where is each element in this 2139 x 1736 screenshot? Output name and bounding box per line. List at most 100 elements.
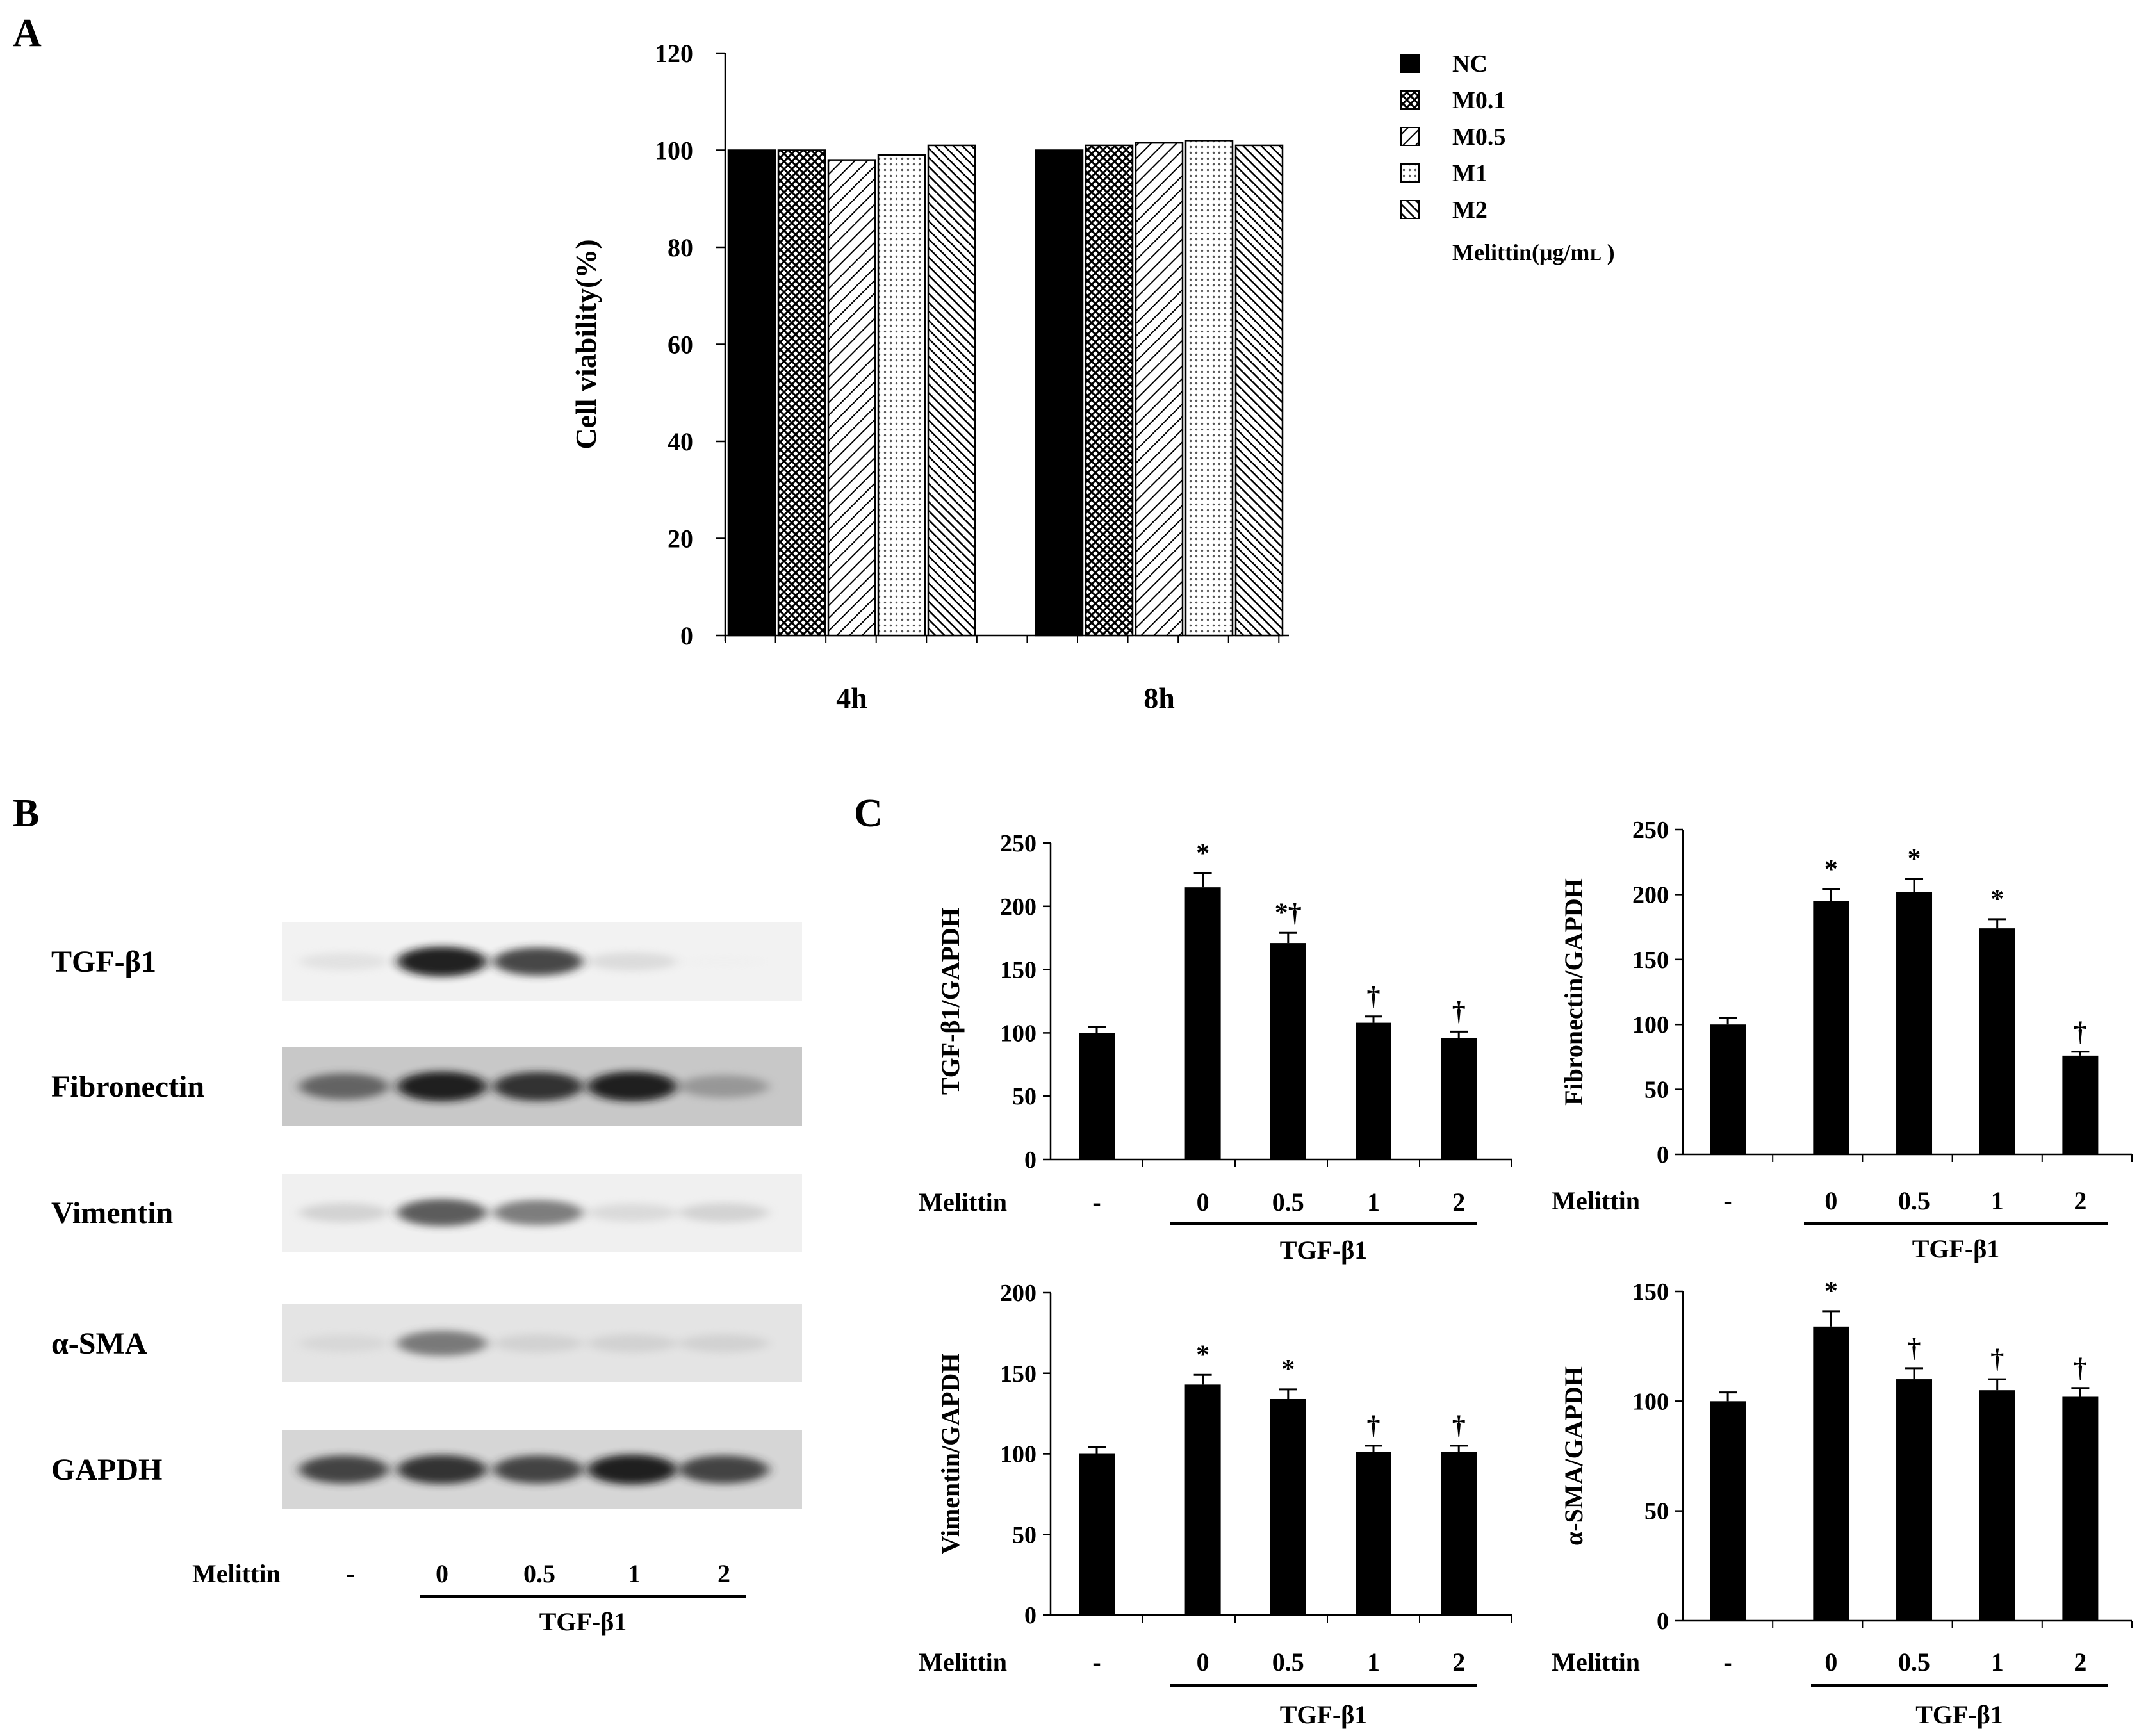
chart-c-3: 0 50 100 150 200 Vimentin/GAPDH - * 0 * 0.5 † 1 † 2 Mel…: [919, 1280, 1512, 1729]
bar: [1441, 1038, 1477, 1159]
x-category-label: 0: [1197, 1648, 1209, 1676]
bar: [1979, 1390, 2015, 1621]
significance-mark: †: [1452, 1411, 1466, 1441]
blot-row-label: GAPDH: [51, 1453, 162, 1487]
bar: [1135, 142, 1184, 637]
blot-band: [299, 1073, 389, 1100]
x-category-label: 1: [1991, 1186, 2004, 1215]
x-category-label: 0: [1824, 1186, 1837, 1215]
significance-mark: *: [1824, 855, 1838, 884]
x-category-label: 2: [2074, 1186, 2086, 1215]
y-tick-label: 60: [668, 331, 693, 359]
y-axis-label: TGF-β1/GAPDH: [936, 908, 965, 1095]
x-category-label: 1: [1991, 1648, 2004, 1676]
y-tick-label: 200: [1632, 881, 1669, 908]
x-category-label: 0.5: [1272, 1188, 1304, 1216]
group-label: Melittin: [919, 1648, 1007, 1676]
y-tick-label: 0: [1657, 1608, 1669, 1635]
legend-swatch: [1400, 54, 1420, 73]
legend-swatch: [1400, 127, 1420, 146]
bar: [1441, 1452, 1477, 1615]
x-category-label: 0: [1197, 1188, 1209, 1216]
bar: [877, 154, 926, 637]
bar: [1234, 144, 1284, 637]
panel-label-c: C: [854, 792, 883, 835]
x-category-label: 2: [1452, 1648, 1465, 1676]
x-category-label: -: [1723, 1186, 1732, 1215]
x-category-label: -: [1092, 1188, 1101, 1216]
y-tick-label: 150: [1632, 1279, 1669, 1306]
blot-band: [299, 1455, 389, 1484]
y-tick-label: 0: [1024, 1147, 1037, 1174]
y-tick-label: 100: [655, 136, 693, 165]
bar: [927, 144, 976, 637]
blot-row-label: Vimentin: [51, 1196, 173, 1230]
blot-band: [493, 1455, 583, 1484]
blot-lane-label: 1: [628, 1559, 641, 1588]
x-category-label: 4h: [836, 682, 867, 714]
y-tick-label: 50: [1644, 1077, 1669, 1104]
blot-band: [299, 1203, 389, 1222]
y-tick-label: 150: [1000, 1361, 1037, 1388]
blot-band: [679, 1455, 769, 1484]
blot-band: [587, 952, 677, 971]
legend-label: M0.5: [1452, 124, 1505, 151]
legend-label: NC: [1452, 51, 1487, 78]
y-tick-label: 100: [1000, 1020, 1037, 1047]
y-tick-label: 150: [1632, 947, 1669, 974]
x-category-label: 8h: [1143, 682, 1175, 714]
significance-mark: *: [1824, 1277, 1838, 1306]
y-axis-label: Fibronectin/GAPDH: [1559, 878, 1588, 1106]
bracket-label: TGF-β1: [1912, 1234, 2000, 1263]
bar: [1356, 1452, 1391, 1615]
bar: [1710, 1024, 1746, 1154]
x-category-label: 1: [1367, 1648, 1380, 1676]
panel-label-a: A: [13, 12, 42, 55]
y-axis-label: Vimentin/GAPDH: [936, 1353, 965, 1554]
blot-band: [679, 954, 769, 969]
bar: [1356, 1022, 1391, 1159]
x-category-label: 0.5: [1898, 1186, 1930, 1215]
x-category-label: 2: [2074, 1648, 2086, 1676]
significance-mark: †: [1367, 1411, 1381, 1441]
significance-mark: *: [1908, 844, 1921, 874]
bar: [727, 149, 776, 637]
bar: [1979, 928, 2015, 1154]
y-tick-label: 80: [668, 233, 693, 262]
legend-swatch: [1400, 90, 1420, 110]
group-label: Melittin: [1552, 1186, 1640, 1215]
bracket-label: TGF-β1: [1280, 1236, 1368, 1265]
blot-lane-label: 0: [436, 1559, 448, 1588]
blot-lane-label: 2: [717, 1559, 730, 1588]
blot-band: [587, 1454, 677, 1485]
blot-band: [587, 1203, 677, 1222]
blot-band: [397, 1455, 487, 1484]
chart-c-2: 0 50 100 150 200 250 Fibronectin/GAPDH - * 0 * 0.5 *…: [1552, 817, 2133, 1263]
legend-label: M0.1: [1452, 87, 1505, 114]
y-tick-label: 0: [680, 621, 693, 650]
y-tick-label: 100: [1632, 1011, 1669, 1038]
blot-band: [493, 1072, 583, 1101]
y-tick-label: 120: [655, 39, 693, 68]
legend-label: M1: [1452, 160, 1487, 187]
bracket-label: TGF-β1: [1280, 1700, 1368, 1729]
significance-mark: *†: [1275, 898, 1302, 928]
significance-mark: †: [1908, 1334, 1921, 1363]
bar: [1079, 1453, 1115, 1615]
blot-band: [679, 1203, 769, 1222]
x-category-label: -: [1092, 1648, 1101, 1676]
bar: [1035, 149, 1084, 637]
blot-band: [397, 946, 487, 977]
bar: [777, 149, 826, 637]
significance-mark: *: [1196, 839, 1209, 868]
significance-mark: *: [1196, 1340, 1209, 1370]
bar: [1813, 901, 1849, 1154]
panel-label-b: B: [13, 792, 39, 835]
y-tick-label: 20: [668, 525, 693, 553]
bar: [1896, 1379, 1933, 1621]
western-blot-panel: TGF-β1 Fibronectin Vimentin α-SMA GAPDH Melit…: [51, 922, 802, 1636]
y-axis-label: α-SMA/GAPDH: [1559, 1366, 1588, 1546]
blot-row-label: TGF-β1: [51, 945, 156, 979]
bar: [1270, 1398, 1306, 1615]
